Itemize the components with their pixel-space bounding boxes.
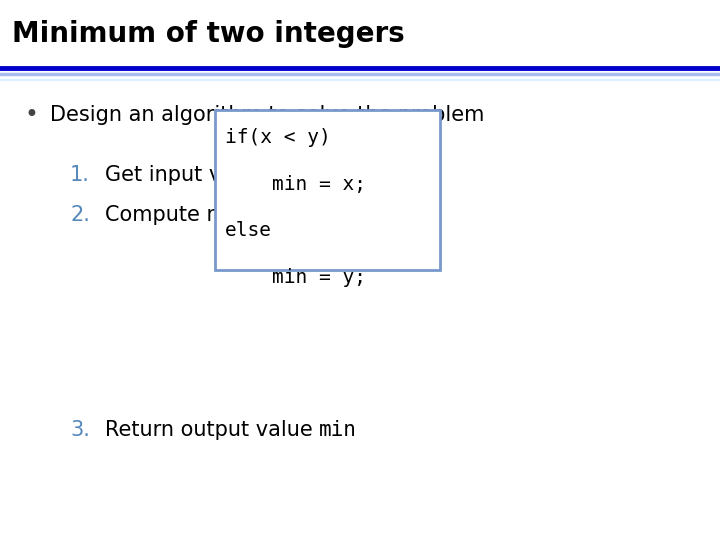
Text: min: min (320, 420, 357, 440)
Text: min = x;: min = x; (225, 174, 366, 194)
Text: y: y (384, 165, 397, 185)
Text: Design an algorithm to solve the problem: Design an algorithm to solve the problem (50, 105, 485, 125)
Text: 1.: 1. (70, 165, 90, 185)
Text: min = y;: min = y; (225, 268, 366, 287)
Text: if(x < y): if(x < y) (225, 128, 330, 147)
Text: Get input values for: Get input values for (105, 165, 319, 185)
Text: Minimum of two integers: Minimum of two integers (12, 20, 405, 48)
Text: •: • (25, 103, 39, 127)
Text: x: x (319, 165, 331, 185)
Text: else: else (225, 221, 272, 240)
Text: 3.: 3. (70, 420, 90, 440)
Text: Compute minimum value: Compute minimum value (105, 205, 369, 225)
Text: 2.: 2. (70, 205, 90, 225)
FancyBboxPatch shape (215, 110, 440, 270)
Text: Return output value: Return output value (105, 420, 320, 440)
Text: and: and (331, 165, 384, 185)
